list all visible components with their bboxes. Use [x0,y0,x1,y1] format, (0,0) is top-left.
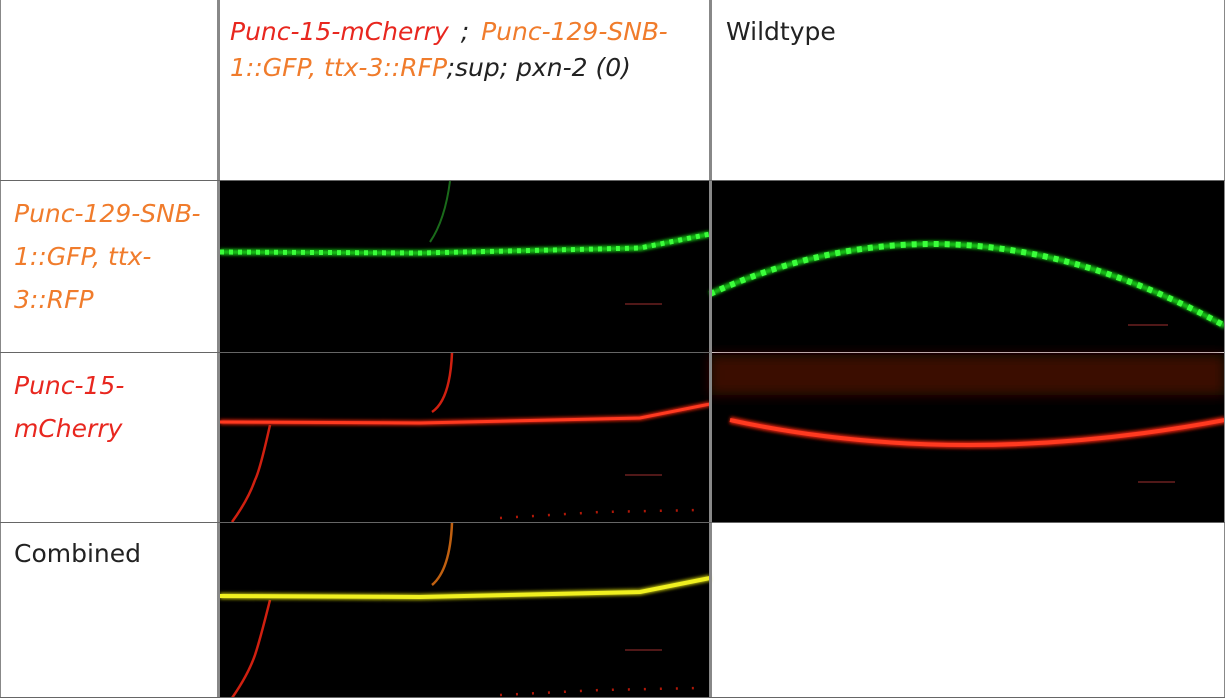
mcherry-image [710,353,1225,522]
genotype-part: ;sup; pxn-2 (0) [446,53,631,82]
mcherry-image [219,352,711,523]
merged-image [219,522,711,698]
gfp-image [708,181,1225,352]
border [217,0,220,698]
border [0,180,1225,181]
border [0,522,710,523]
row-label: Combined [14,539,142,568]
wildtype-header: Wildtype [726,17,836,46]
row-label: Punc-15-mCherry [14,371,125,443]
border [710,522,1225,523]
border [0,0,1,698]
gfp-image [219,180,711,352]
border [0,352,710,353]
border [709,0,712,698]
genotype-header: Punc-15-mCherry ; Punc-129-SNB-1::GFP, t… [230,14,700,86]
row-label: Punc-129-SNB-1::GFP, ttx-3::RFP [14,199,201,314]
genotype-part: ; [460,17,470,46]
genotype-part: Punc-129-SNB-1::GFP, ttx-3::RFP [230,17,668,82]
genotype-part: Punc-15-mCherry [230,17,449,46]
